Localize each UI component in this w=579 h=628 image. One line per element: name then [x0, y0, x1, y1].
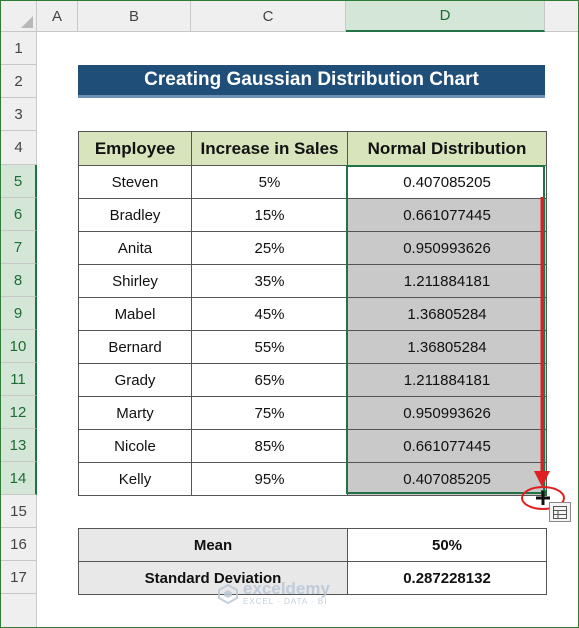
normal-cell[interactable]: 0.407085205: [347, 462, 547, 496]
normal-cell[interactable]: 0.950993626: [347, 396, 547, 430]
exceldemy-watermark: exceldemy EXCEL · DATA · BI: [218, 579, 330, 606]
row-header-7[interactable]: 7: [1, 231, 37, 264]
quick-analysis-button[interactable]: [549, 502, 571, 522]
employee-cell[interactable]: Bernard: [78, 330, 192, 364]
header-employee[interactable]: Employee: [78, 131, 192, 166]
row-header-6[interactable]: 6: [1, 198, 37, 231]
column-header-b[interactable]: B: [78, 1, 191, 32]
normal-cell[interactable]: 1.36805284: [347, 297, 547, 331]
watermark-tagline: EXCEL · DATA · BI: [243, 597, 328, 606]
table-row: Steven 5% 0.407085205: [78, 165, 547, 199]
quick-analysis-icon: [553, 505, 567, 519]
row-header-11[interactable]: 11: [1, 363, 37, 396]
row-header-10[interactable]: 10: [1, 330, 37, 363]
table-row: Kelly 95% 0.407085205: [78, 462, 547, 496]
column-header-a[interactable]: A: [37, 1, 78, 32]
row-header-8[interactable]: 8: [1, 264, 37, 297]
data-table: Employee Increase in Sales Normal Distri…: [78, 131, 547, 496]
table-row: Shirley 35% 1.211884181: [78, 264, 547, 298]
normal-cell[interactable]: 0.950993626: [347, 231, 547, 265]
header-increase-in-sales[interactable]: Increase in Sales: [191, 131, 348, 166]
normal-cell[interactable]: 1.36805284: [347, 330, 547, 364]
table-row: Anita 25% 0.950993626: [78, 231, 547, 265]
watermark-name: exceldemy: [243, 579, 330, 598]
employee-cell[interactable]: Bradley: [78, 198, 192, 232]
row-header-13[interactable]: 13: [1, 429, 37, 462]
table-row: Marty 75% 0.950993626: [78, 396, 547, 430]
sheet-title[interactable]: Creating Gaussian Distribution Chart: [78, 65, 545, 98]
employee-cell[interactable]: Steven: [78, 165, 192, 199]
row-header-2[interactable]: 2: [1, 65, 37, 98]
exceldemy-logo-icon: [218, 583, 238, 604]
standard-deviation-label[interactable]: Standard Deviation: [78, 561, 348, 595]
select-all-corner[interactable]: [1, 1, 37, 32]
employee-cell[interactable]: Marty: [78, 396, 192, 430]
normal-cell[interactable]: 1.211884181: [347, 264, 547, 298]
row-header-5[interactable]: 5: [1, 165, 37, 198]
row-header-14[interactable]: 14: [1, 462, 37, 495]
increase-cell[interactable]: 95%: [191, 462, 348, 496]
row-header-12[interactable]: 12: [1, 396, 37, 429]
summary-table: Mean 50% Standard Deviation 0.287228132: [78, 528, 547, 595]
employee-cell[interactable]: Anita: [78, 231, 192, 265]
increase-cell[interactable]: 45%: [191, 297, 348, 331]
normal-cell[interactable]: 0.661077445: [347, 198, 547, 232]
column-header-e[interactable]: [545, 1, 578, 32]
row-header-9[interactable]: 9: [1, 297, 37, 330]
column-header-c[interactable]: C: [191, 1, 346, 32]
row-header-15[interactable]: 15: [1, 495, 37, 528]
row-header-17[interactable]: 17: [1, 561, 37, 594]
header-normal-distribution[interactable]: Normal Distribution: [347, 131, 547, 166]
row-header-18[interactable]: [1, 594, 37, 627]
employee-cell[interactable]: Kelly: [78, 462, 192, 496]
row-header-1[interactable]: 1: [1, 32, 37, 65]
table-row: Bernard 55% 1.36805284: [78, 330, 547, 364]
row-header-4[interactable]: 4: [1, 131, 37, 165]
increase-cell[interactable]: 55%: [191, 330, 348, 364]
row-header-3[interactable]: 3: [1, 98, 37, 131]
increase-cell[interactable]: 5%: [191, 165, 348, 199]
increase-cell[interactable]: 75%: [191, 396, 348, 430]
employee-cell[interactable]: Grady: [78, 363, 192, 397]
column-header-d[interactable]: D: [346, 1, 545, 32]
fill-handle-crosshair-icon: [536, 491, 550, 505]
standard-deviation-value[interactable]: 0.287228132: [347, 561, 547, 595]
mean-label[interactable]: Mean: [78, 528, 348, 562]
table-row: Bradley 15% 0.661077445: [78, 198, 547, 232]
row-header-16[interactable]: 16: [1, 528, 37, 561]
normal-cell[interactable]: 0.661077445: [347, 429, 547, 463]
